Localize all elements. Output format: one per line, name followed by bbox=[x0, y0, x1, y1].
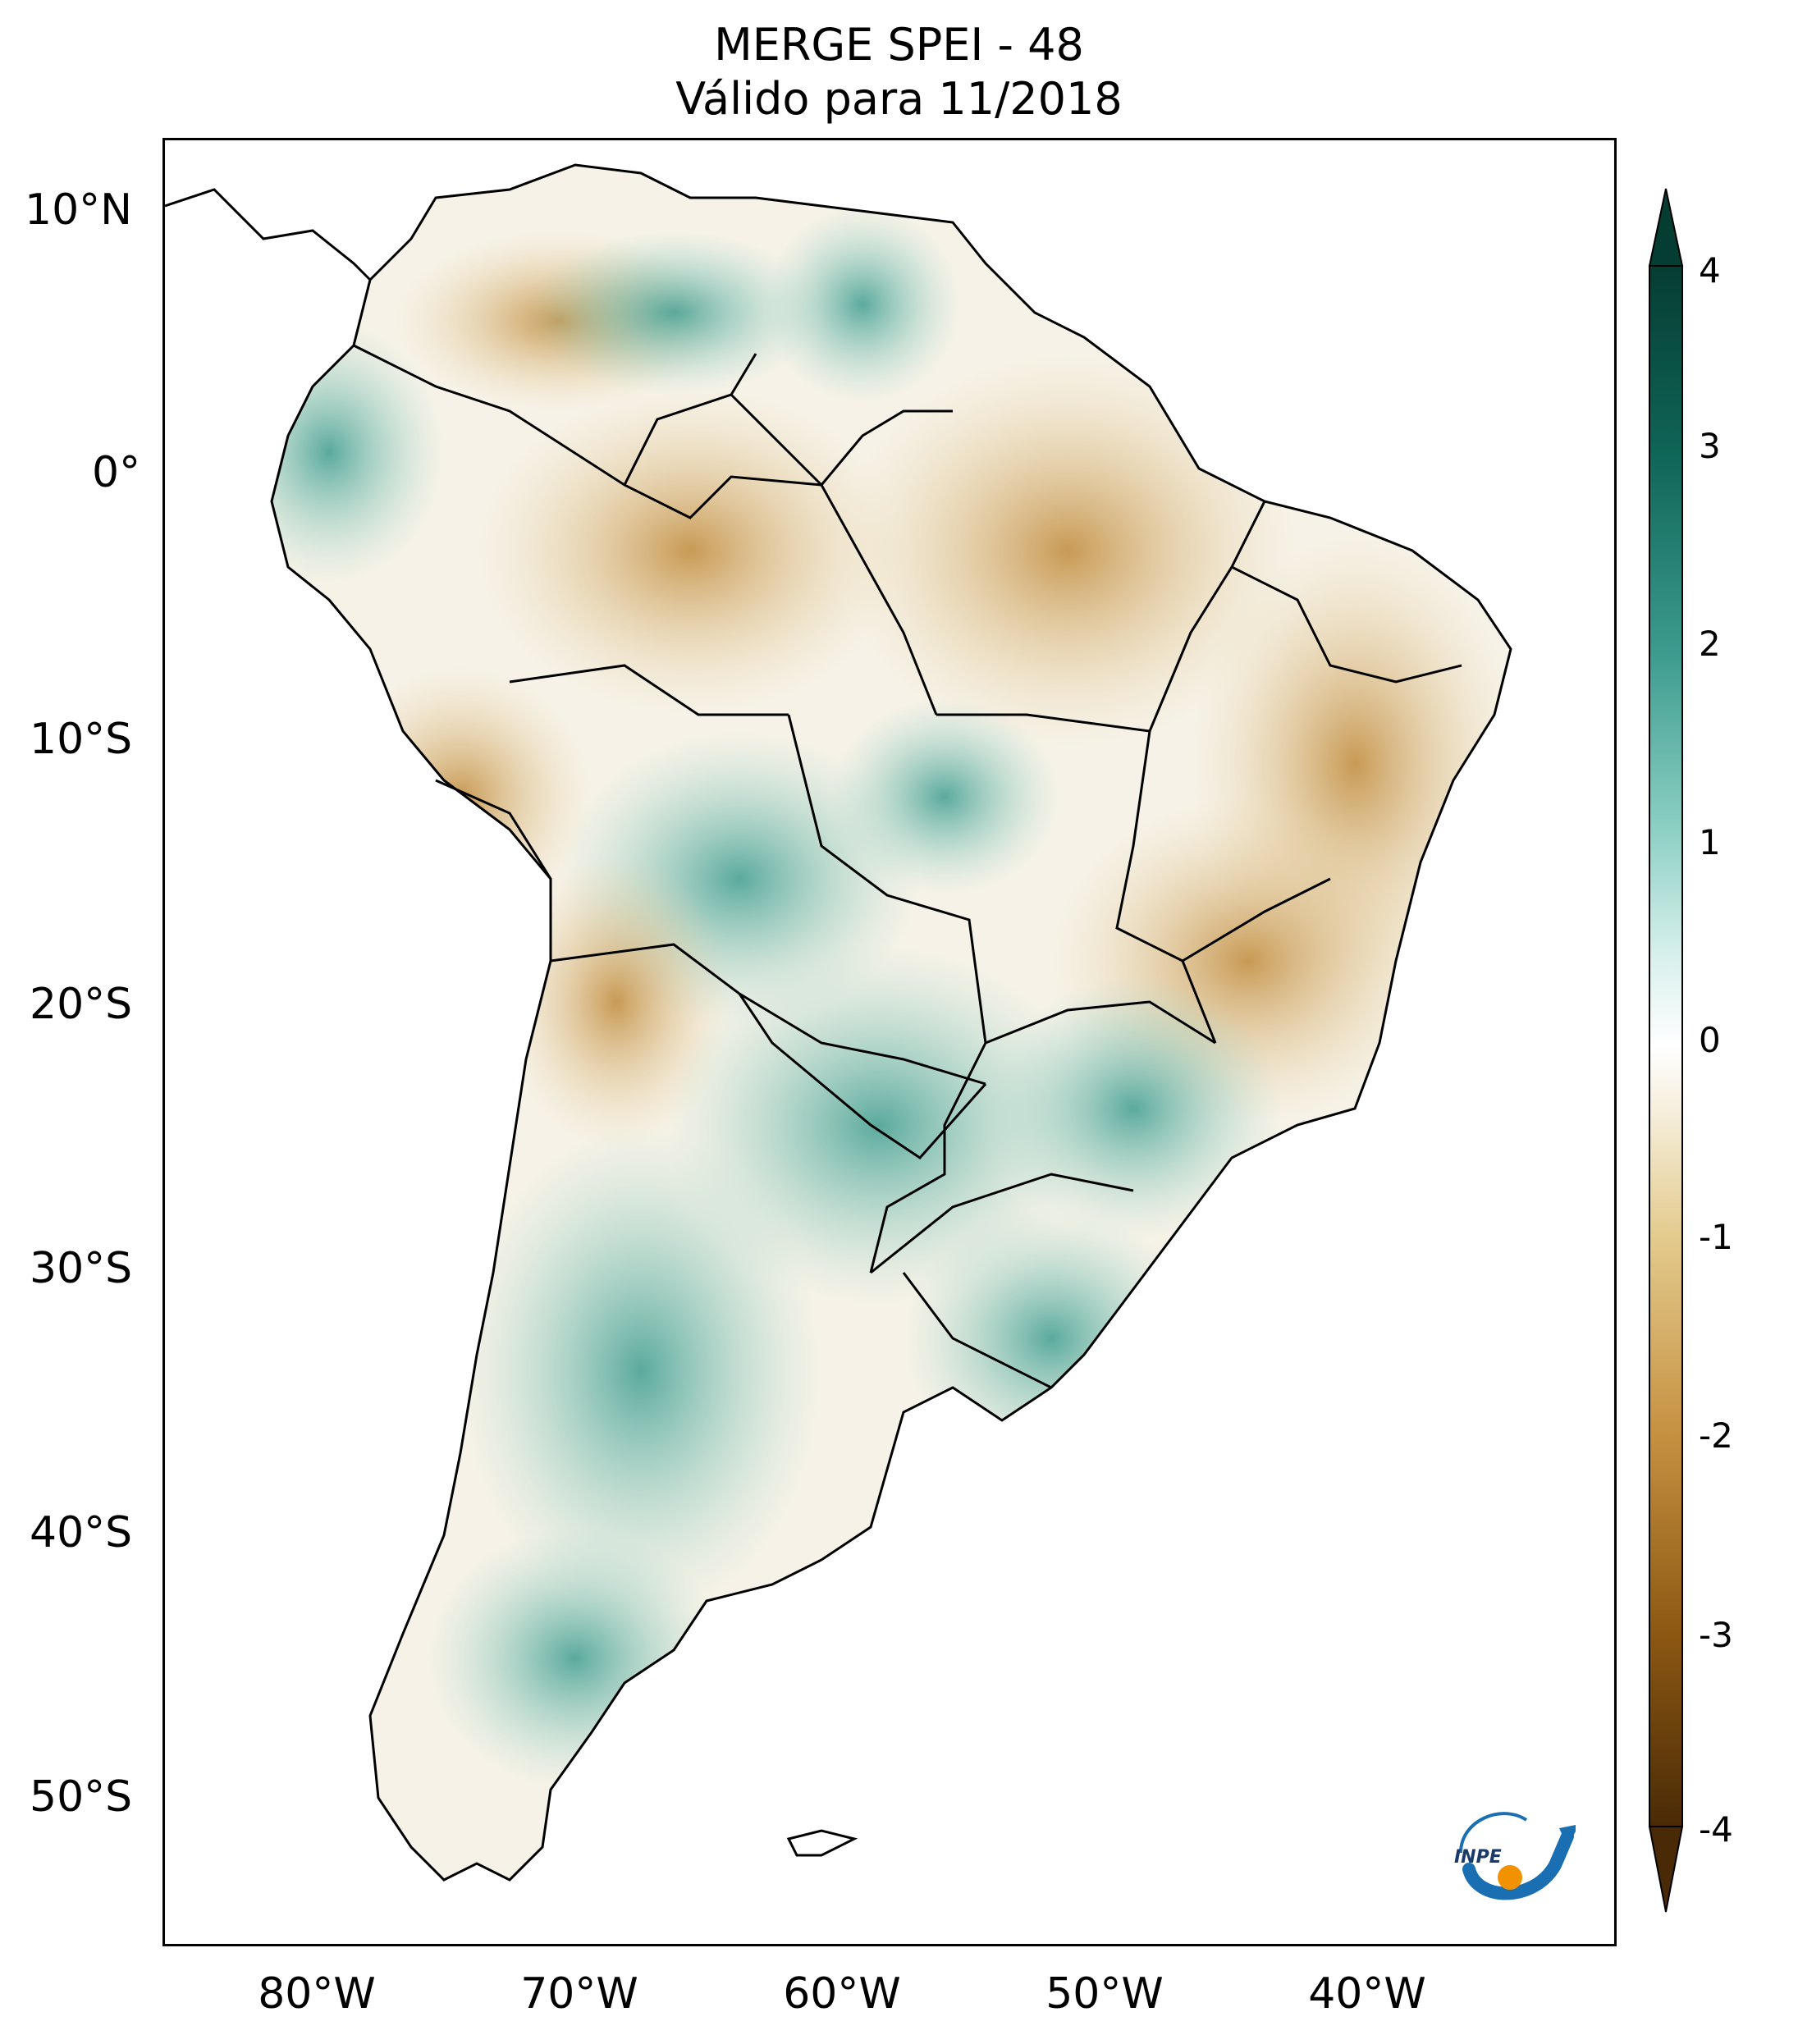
lat-tick-label: 10°S bbox=[30, 715, 133, 764]
south-america-map bbox=[165, 163, 1512, 1882]
lat-tick-label: 0° bbox=[92, 448, 141, 497]
inpe-logo: INPE bbox=[1454, 1812, 1576, 1900]
title-line-2: Válido para 11/2018 bbox=[675, 73, 1123, 125]
colorbar bbox=[1648, 188, 1684, 1913]
colorbar-tick-label: 2 bbox=[1699, 624, 1721, 664]
colorbar-tick-label: -4 bbox=[1699, 1809, 1733, 1850]
falkland-islands bbox=[786, 1829, 858, 1857]
lat-tick-label: 40°S bbox=[30, 1508, 133, 1557]
lon-tick-label: 50°W bbox=[1045, 1969, 1164, 2019]
lon-tick-label: 80°W bbox=[258, 1969, 376, 2019]
svg-text:INPE: INPE bbox=[1454, 1847, 1502, 1868]
lat-tick-label: 50°S bbox=[30, 1772, 133, 1822]
lon-tick-label: 60°W bbox=[783, 1969, 901, 2019]
title-line-1: MERGE SPEI - 48 bbox=[714, 19, 1084, 71]
colorbar-extend-min bbox=[1648, 1826, 1684, 1913]
colorbar-tick-label: 3 bbox=[1699, 426, 1721, 466]
lon-tick-label: 40°W bbox=[1308, 1969, 1426, 2019]
colorbar-tick-label: -3 bbox=[1699, 1615, 1733, 1655]
lat-tick-label: 10°N bbox=[25, 185, 133, 235]
lat-tick-label: 30°S bbox=[30, 1244, 133, 1293]
colorbar-tick-label: 1 bbox=[1699, 822, 1721, 862]
colorbar-tick-label: 4 bbox=[1699, 250, 1721, 290]
colorbar-tick-label: -2 bbox=[1699, 1415, 1733, 1456]
colorbar-ramp bbox=[1649, 265, 1683, 1827]
spei-field bbox=[272, 165, 1511, 1880]
colorbar-extend-max bbox=[1648, 188, 1684, 267]
map-title: MERGE SPEI - 48 Válido para 11/2018 bbox=[0, 18, 1798, 126]
lon-tick-label: 70°W bbox=[520, 1969, 638, 2019]
colorbar-tick-label: 0 bbox=[1699, 1020, 1721, 1060]
map-panel bbox=[162, 138, 1617, 1946]
lat-tick-label: 20°S bbox=[30, 980, 133, 1029]
colorbar-tick-label: -1 bbox=[1699, 1217, 1733, 1257]
country-borders bbox=[165, 163, 1512, 1882]
